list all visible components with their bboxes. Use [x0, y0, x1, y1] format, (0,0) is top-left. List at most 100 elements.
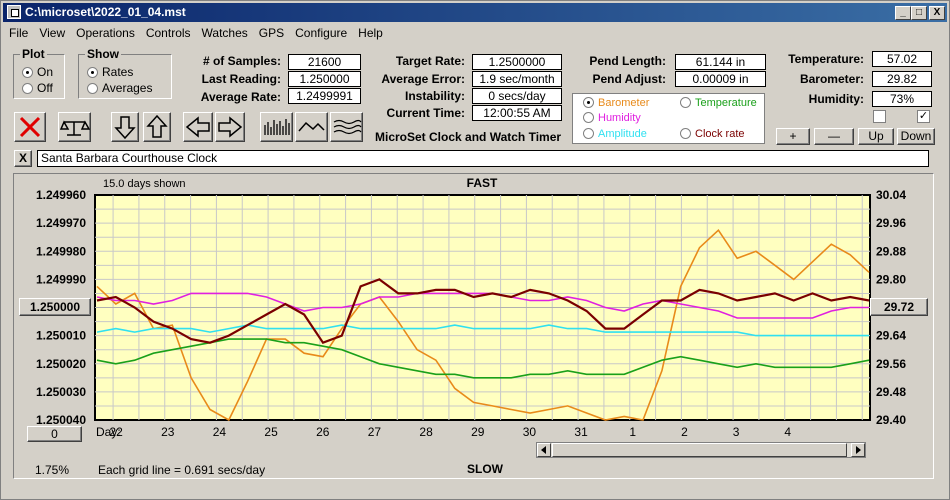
day-tick-label: 3 [733, 425, 740, 439]
show-rates-radio[interactable]: Rates [87, 65, 133, 79]
pend-adjust-value: 0.00009 in [675, 71, 766, 87]
clear-name-button[interactable]: X [14, 150, 32, 167]
legend-barometer[interactable]: Barometer [583, 97, 649, 109]
menu-configure[interactable]: Configure [295, 26, 348, 40]
percent-readout: 1.75% [35, 463, 70, 477]
radio-selected-icon [22, 67, 33, 78]
temperature-label: Temperature: [788, 52, 864, 66]
menu-operations[interactable]: Operations [76, 26, 135, 40]
app-icon[interactable] [7, 5, 21, 19]
up-button[interactable]: Up [858, 128, 894, 145]
humidity-label: Humidity: [808, 92, 864, 106]
wave-graph-button[interactable] [330, 112, 363, 142]
left-tick-label: 1.249960 [36, 188, 86, 202]
legend-barometer-label: Barometer [598, 97, 650, 109]
current-time-value: 12:00:55 AM [472, 105, 562, 121]
radio-icon [22, 83, 33, 94]
day-tick-label: 22 [109, 425, 123, 439]
time-scrollbar[interactable] [536, 442, 866, 458]
left-tick-label: 1.250030 [36, 385, 86, 399]
series-line-clockrate [96, 278, 870, 345]
scroll-right-icon [856, 446, 861, 454]
radio-selected-icon [87, 67, 98, 78]
title-bar[interactable]: C:\microset\2022_01_04.mst _ □ X [3, 3, 947, 22]
balance-button[interactable] [58, 112, 91, 142]
samples-value: 21600 [288, 54, 361, 70]
pend-adjust-label: Pend Adjust: [592, 72, 666, 86]
left-tick-label: 1.250020 [36, 357, 86, 371]
plot-on-radio[interactable]: On [22, 65, 53, 79]
arrow-right-button[interactable] [215, 112, 245, 142]
instability-value: 0 secs/day [472, 88, 562, 104]
day-prefix-label: Day: [96, 425, 121, 439]
show-averages-label: Averages [102, 81, 153, 95]
maximize-button[interactable]: □ [911, 6, 927, 20]
line-graph-button[interactable] [295, 112, 328, 142]
minus-button[interactable]: — [814, 128, 854, 145]
plot-off-radio[interactable]: Off [22, 81, 53, 95]
average-error-label: Average Error: [381, 72, 465, 86]
barometer-value: 29.82 [872, 71, 932, 87]
legend-temperature-label: Temperature [695, 97, 757, 109]
menu-file[interactable]: File [9, 26, 29, 40]
rate-chart: 1.249960 1.249970 1.249980 1.249990 1.250010… [14, 174, 933, 478]
humidity-value: 73% [872, 91, 932, 107]
right-tick-label: 29.56 [876, 357, 906, 371]
left-checkbox[interactable] [873, 110, 886, 123]
scroll-left-button[interactable] [537, 443, 551, 457]
menu-help[interactable]: Help [358, 26, 383, 40]
legend-clock-rate[interactable]: Clock rate [680, 128, 745, 140]
scroll-thumb[interactable] [552, 443, 847, 457]
center-baro-button[interactable]: 29.72 [870, 298, 928, 316]
left-tick-label: 1.250040 [36, 413, 86, 427]
plot-off-label: Off [37, 81, 53, 95]
menu-gps[interactable]: GPS [258, 26, 285, 40]
arrow-down-button[interactable] [111, 112, 139, 142]
scale-icon [59, 120, 90, 136]
day-tick-label: 31 [574, 425, 588, 439]
menu-watches[interactable]: Watches [201, 26, 248, 40]
pend-length-label: Pend Length: [589, 54, 666, 68]
plus-button[interactable]: + [776, 128, 810, 145]
arrow-left-button[interactable] [183, 112, 213, 142]
down-button[interactable]: Down [897, 128, 935, 145]
x-icon [19, 116, 41, 138]
right-tick-label: 29.88 [876, 244, 906, 258]
right-tick-label: 29.96 [876, 216, 906, 230]
plot-on-label: On [37, 65, 54, 79]
radio-selected-icon [583, 97, 594, 108]
target-rate-value: 1.2500000 [472, 54, 562, 70]
average-rate-value: 1.2499991 [288, 88, 361, 104]
clear-data-button[interactable] [14, 112, 46, 142]
grid-note: Each grid line = 0.691 secs/day [98, 463, 266, 477]
legend-humidity[interactable]: Humidity [583, 112, 641, 124]
close-button[interactable]: X [929, 6, 945, 20]
legend-amplitude[interactable]: Amplitude [583, 128, 647, 140]
series-line-barometer [96, 228, 870, 422]
left-tick-label: 1.249980 [36, 244, 86, 258]
fast-label: FAST [467, 176, 498, 190]
wave-icon [333, 119, 362, 135]
day-tick-label: 28 [419, 425, 433, 439]
minimize-button[interactable]: _ [895, 6, 911, 20]
center-rate-button[interactable]: 1.250000 [19, 298, 91, 316]
right-tick-label: 29.80 [876, 272, 906, 286]
menu-view[interactable]: View [39, 26, 66, 40]
show-averages-radio[interactable]: Averages [87, 81, 152, 95]
series-legend: Barometer Temperature Humidity Amplitude… [572, 93, 765, 144]
radio-icon [87, 83, 98, 94]
arrow-up-button[interactable] [143, 112, 171, 142]
radio-icon [680, 128, 691, 139]
clock-name-field[interactable]: Santa Barbara Courthouse Clock [37, 150, 929, 167]
menu-controls[interactable]: Controls [145, 26, 191, 40]
samples-label: # of Samples: [202, 54, 281, 68]
zero-button[interactable]: 0 [27, 426, 82, 442]
last-reading-label: Last Reading: [201, 72, 281, 86]
legend-temperature[interactable]: Temperature [680, 97, 757, 109]
chart-panel: 1.249960 1.249970 1.249980 1.249990 1.250010… [13, 173, 934, 479]
scroll-right-button[interactable] [851, 443, 865, 457]
show-rates-label: Rates [102, 65, 134, 79]
day-tick-label: 24 [213, 425, 227, 439]
histogram-button[interactable] [260, 112, 293, 142]
right-checkbox[interactable]: ✓ [917, 110, 930, 123]
